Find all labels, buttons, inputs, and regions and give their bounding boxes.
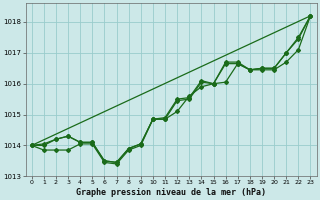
X-axis label: Graphe pression niveau de la mer (hPa): Graphe pression niveau de la mer (hPa) bbox=[76, 188, 266, 197]
